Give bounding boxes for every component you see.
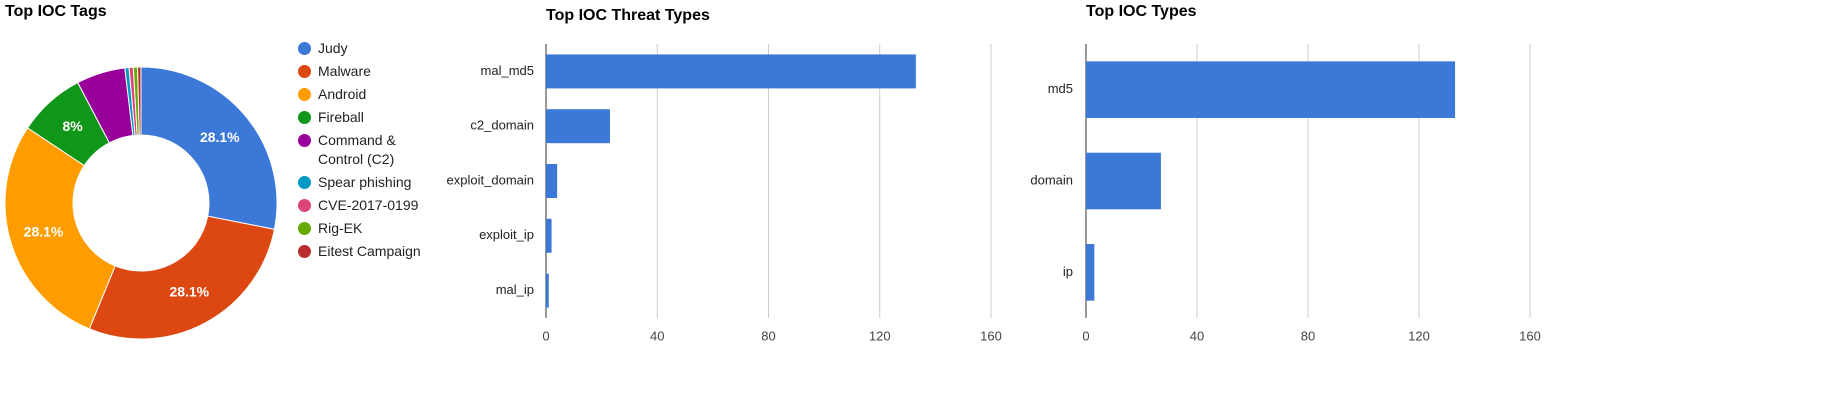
y-tick-label: mal_md5 [481,63,534,78]
x-tick-label: 120 [1408,328,1430,343]
bar [1086,244,1095,301]
legend-swatch [298,134,311,147]
bar [546,109,610,144]
legend-label: Malware [318,63,371,79]
legend-label: Eitest Campaign [318,243,421,259]
legend-label: Judy [318,40,348,56]
y-tick-label: mal_ip [496,282,534,297]
legend: Judy Malware Android Fireball Command & Cont… [298,39,428,265]
chart-title: Top IOC Types [1086,3,1197,20]
y-tick-label: ip [1063,264,1073,279]
legend-label: Spear phishing [318,174,412,190]
slice-label: 28.1% [200,129,240,145]
legend-item: Rig-EK [298,219,428,238]
legend-item: CVE-2017-0199 [298,196,428,215]
x-tick-label: 40 [650,328,664,343]
slice-label: 28.1% [24,224,64,240]
legend-swatch [298,245,311,258]
x-tick-label: 80 [1301,328,1315,343]
bar [546,273,549,308]
slice-label: 28.1% [169,284,209,300]
x-tick-label: 120 [869,328,891,343]
legend-label: Rig-EK [318,220,363,236]
legend-item: Fireball [298,108,428,127]
legend-label: CVE-2017-0199 [318,197,419,213]
bar [1086,152,1161,210]
legend-swatch [298,65,311,78]
bar [546,164,558,198]
legend-item: Judy [298,39,428,58]
x-tick-label: 0 [1082,328,1089,343]
y-tick-label: md5 [1048,81,1073,96]
y-tick-label: exploit_domain [447,172,534,187]
legend-swatch [298,42,311,55]
x-tick-label: 0 [542,328,549,343]
bar [546,218,552,253]
legend-item: Android [298,85,428,104]
y-tick-label: domain [1030,172,1073,187]
x-tick-label: 40 [1190,328,1204,343]
legend-swatch [298,222,311,235]
pie-slice [88,215,276,340]
slice-label: 8% [62,118,83,134]
x-tick-label: 160 [1519,328,1541,343]
pie-slice [137,66,142,136]
x-tick-label: 80 [761,328,775,343]
legend-item: Eitest Campaign [298,242,428,261]
legend-swatch [298,88,311,101]
pie-slice [140,66,278,230]
legend-label: Android [318,86,367,102]
legend-swatch [298,176,311,189]
bar [546,54,916,89]
legend-item: Malware [298,62,428,81]
pie-slice [4,127,116,330]
x-tick-label: 160 [980,328,1002,343]
legend-item: Spear phishing [298,173,428,192]
bar [1086,61,1456,118]
chart-title: Top IOC Tags [5,3,107,20]
y-tick-label: c2_domain [470,118,534,133]
legend-swatch [298,199,311,212]
legend-label: Fireball [318,109,364,125]
legend-item: Command & Control (C2) [298,131,428,169]
legend-label: Command & Control (C2) [318,132,396,167]
chart-title: Top IOC Threat Types [546,7,710,24]
legend-swatch [298,111,311,124]
y-tick-label: exploit_ip [479,227,534,242]
